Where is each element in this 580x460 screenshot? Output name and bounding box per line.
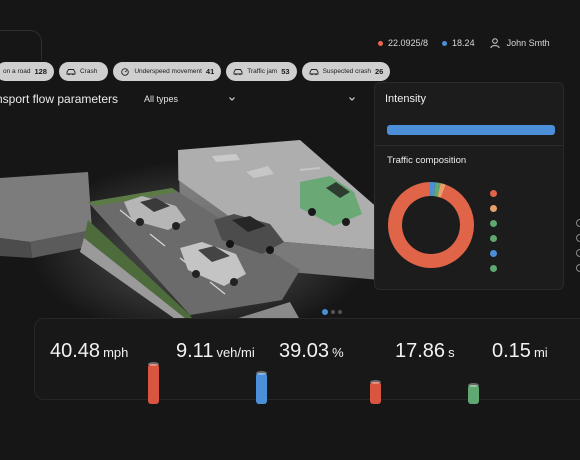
composition-donut-chart (388, 182, 474, 268)
chip-crash[interactable]: Crash (58, 62, 109, 81)
pager-dot[interactable] (338, 310, 342, 314)
legend-dot (490, 205, 497, 212)
date-dot-icon (378, 40, 383, 46)
metric-unit: veh/mi (216, 345, 255, 360)
speedometer-icon (121, 67, 130, 76)
legend-dot (490, 265, 497, 272)
metric-distance: 0.15 mi (492, 340, 548, 363)
radio-option[interactable] (576, 234, 580, 242)
radio-option[interactable] (576, 249, 580, 257)
chip-count: 26 (375, 67, 384, 76)
chip-label: Traffic jam (247, 68, 278, 75)
event-filter-chips: on a road 128 Crash Underspeed movement … (0, 62, 391, 81)
intensity-bar (387, 125, 555, 135)
date-text: 22.0925/8 (388, 38, 429, 48)
pager-dot[interactable] (331, 310, 335, 314)
panel-divider (375, 145, 563, 146)
composition-title: Traffic composition (387, 155, 467, 166)
car-silver-2 (180, 242, 246, 286)
user-menu[interactable]: John Smth (489, 37, 550, 49)
user-icon (489, 38, 500, 49)
donut-segment (388, 182, 474, 268)
radio-option[interactable] (576, 264, 580, 272)
type-select[interactable]: All types (144, 94, 236, 104)
legend-dot (490, 220, 497, 227)
top-frame (0, 30, 42, 60)
car-dark (214, 214, 284, 254)
chip-label: Underspeed movement (134, 68, 202, 75)
chip-count: 41 (205, 67, 215, 76)
chip-label: Crash (79, 68, 98, 75)
user-name: John Smth (506, 38, 550, 48)
road-scene-illustration (0, 140, 380, 340)
traffic-panel: Intensity Traffic composition (374, 82, 564, 290)
composition-legend (490, 190, 497, 272)
metric-value: 17.86 (395, 340, 446, 362)
chevron-down-icon[interactable] (348, 96, 356, 102)
radio-option[interactable] (576, 219, 580, 227)
car-icon (309, 68, 319, 75)
type-select-value: All types (144, 94, 179, 104)
metric-speed: 40.48 mph (50, 340, 128, 363)
chip-underspeed[interactable]: Underspeed movement 41 (113, 62, 222, 81)
metrics-frame (34, 318, 580, 400)
metric-unit: % (332, 345, 344, 360)
metric-unit: mph (103, 345, 129, 360)
donut-segment (433, 182, 441, 197)
chip-on-road[interactable]: on a road 128 (0, 62, 54, 81)
time-dot-icon (442, 40, 448, 46)
chip-count: 128 (34, 67, 47, 76)
donut-segment (437, 183, 446, 198)
legend-dot (490, 250, 497, 257)
metric-unit: mi (533, 345, 548, 360)
car-silver-1 (124, 196, 186, 230)
date-display: 22.0925/8 (378, 38, 428, 48)
car-icon (66, 68, 76, 75)
section-title: nsport flow parameters (0, 92, 119, 106)
metric-value: 0.15 (492, 340, 531, 362)
radio-options (576, 219, 580, 272)
chip-suspected-crash[interactable]: Suspected crash 26 (301, 62, 391, 81)
metric-headway: 17.86 s (395, 340, 455, 363)
metric-unit: s (448, 345, 455, 360)
legend-dot (490, 190, 497, 197)
metric-level-bar (256, 371, 267, 404)
chevron-down-icon (229, 97, 235, 101)
metric-density: 9.11 veh/mi (176, 340, 255, 363)
metric-level-bar (148, 362, 159, 404)
metric-level-bar (468, 382, 479, 404)
chip-traffic-jam[interactable]: Traffic jam 53 (226, 62, 297, 81)
chip-count: 53 (281, 67, 290, 76)
chip-label: on a road (3, 68, 31, 75)
metric-value: 39.03 (279, 340, 330, 362)
chip-label: Suspected crash (322, 68, 371, 75)
legend-dot (490, 235, 497, 242)
metric-value: 9.11 (176, 340, 214, 362)
metric-level-bar (370, 380, 381, 404)
status-bar: 22.0925/8 18.24 John Smth (378, 34, 550, 52)
intensity-title: Intensity (385, 93, 426, 105)
metric-value: 40.48 (50, 340, 101, 362)
time-display: 18.24 (442, 38, 475, 48)
time-text: 18.24 (452, 38, 475, 48)
metric-occupancy: 39.03 % (279, 340, 344, 363)
van-green (300, 176, 362, 226)
pager-dot[interactable] (322, 309, 328, 315)
scene-pager (322, 309, 342, 315)
car-icon (233, 68, 243, 75)
